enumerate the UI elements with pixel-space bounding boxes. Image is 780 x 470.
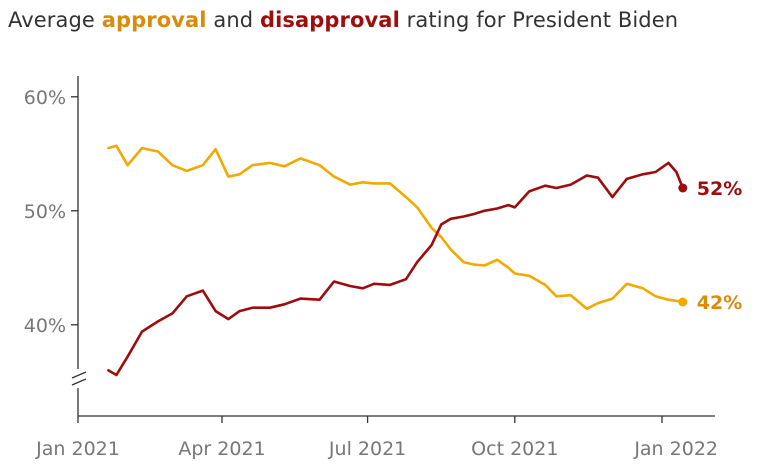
chart-axes: 40% 50% 60% Jan 2021 Apr 2021 Jul 2021 Oct 202… [24, 76, 718, 460]
end-label-approval: 42% [697, 292, 742, 314]
x-tick-label: Jan 2021 [35, 438, 120, 460]
axis-break-mark [71, 378, 87, 386]
y-tick-label: 50% [24, 201, 66, 223]
subtitle-approval-word: approval [101, 8, 207, 32]
subtitle-disapproval-word: disapproval [259, 8, 400, 32]
series-line-disapproval [107, 161, 685, 377]
end-label-disapproval: 52% [697, 178, 742, 200]
subtitle-suffix: rating for President Biden [399, 8, 679, 32]
y-tick-label: 60% [24, 87, 66, 109]
chart-end-labels: 42% 52% [697, 178, 742, 314]
chart-series [107, 144, 688, 377]
x-tick-label: Oct 2021 [471, 438, 558, 460]
axis-break-mark [71, 371, 87, 379]
series-line-approval [107, 144, 685, 311]
x-tick-label: Apr 2021 [178, 438, 265, 460]
x-tick-label: Jul 2021 [328, 438, 406, 460]
chart-subtitle: Average approval and disapproval rating … [8, 8, 678, 32]
subtitle-middle: and [206, 8, 260, 32]
y-tick-label: 40% [24, 315, 66, 337]
x-tick-label: Jan 2022 [633, 438, 718, 460]
subtitle-prefix: Average [8, 8, 102, 32]
series-end-dot-disapproval [678, 183, 688, 193]
series-end-dot-approval [678, 297, 688, 307]
